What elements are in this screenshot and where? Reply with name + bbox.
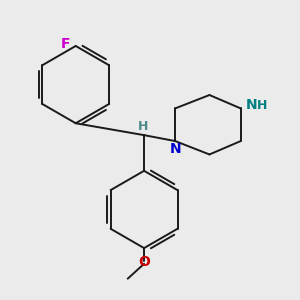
Text: H: H [137,120,148,133]
Text: O: O [138,255,150,269]
Text: H: H [257,99,267,112]
Text: N: N [246,98,258,112]
Text: N: N [170,142,182,156]
Text: F: F [61,38,70,52]
